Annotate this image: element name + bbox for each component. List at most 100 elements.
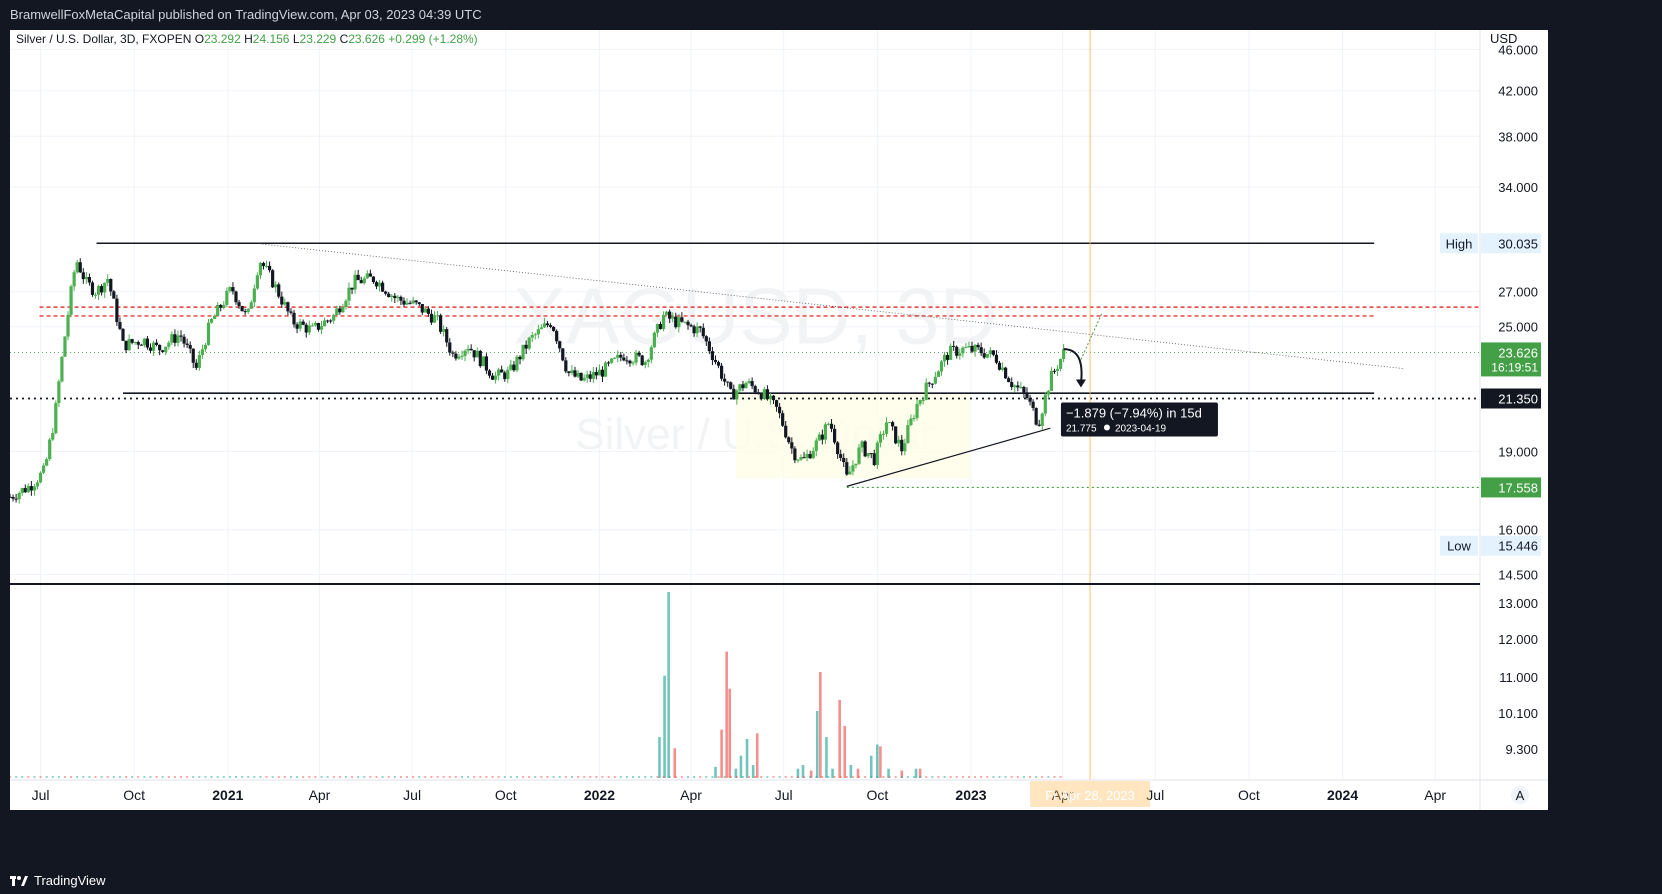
volume-bar xyxy=(522,776,525,778)
volume-bar xyxy=(491,776,494,778)
candle-body xyxy=(781,413,785,426)
candle-body xyxy=(933,376,937,384)
candle-body xyxy=(894,426,898,444)
candle-body xyxy=(796,459,800,461)
volume-bar xyxy=(693,776,696,778)
legend-o-key: O xyxy=(195,32,204,46)
candle-body xyxy=(973,344,977,352)
volume-bar xyxy=(625,776,628,778)
legend-l-value: 23.229 xyxy=(300,32,340,46)
candle-body xyxy=(90,282,95,295)
candle-body xyxy=(408,302,412,304)
candle-body xyxy=(845,462,849,475)
candle-body xyxy=(967,345,971,348)
volume-axis-label: 12.000 xyxy=(1498,632,1538,647)
candle-body xyxy=(374,282,379,287)
candle-body xyxy=(759,393,763,400)
volume-bar xyxy=(998,776,1001,778)
candle-body xyxy=(695,326,699,334)
candle-body xyxy=(964,347,968,349)
candle-body xyxy=(643,362,647,366)
volume-bar xyxy=(253,776,256,778)
x-tick-label: 2024 xyxy=(1327,787,1358,803)
volume-axis-label: 13.000 xyxy=(1498,596,1538,611)
volume-bar xyxy=(100,776,103,778)
y-tick-label: 34.000 xyxy=(1498,180,1538,195)
candle-body xyxy=(707,341,711,352)
volume-bar xyxy=(595,776,598,778)
volume-bar xyxy=(879,746,882,778)
candle-body xyxy=(429,313,434,323)
candle-body xyxy=(710,351,715,360)
candle-body xyxy=(454,353,458,359)
candle-body xyxy=(164,346,168,352)
volume-bar xyxy=(864,776,867,778)
footer-brand[interactable]: TradingView xyxy=(10,873,106,888)
candle-body xyxy=(48,439,52,460)
volume-bar xyxy=(949,776,952,778)
candle-body xyxy=(524,344,528,349)
candle-body xyxy=(1052,370,1057,372)
candle-body xyxy=(249,302,253,309)
candle-body xyxy=(1016,385,1020,388)
candle-body xyxy=(542,323,547,328)
volume-bar xyxy=(210,776,213,778)
candle-body xyxy=(84,277,88,280)
volume-bar xyxy=(815,776,818,778)
candle-body xyxy=(1055,368,1060,371)
volume-bar xyxy=(369,776,372,778)
candle-body xyxy=(555,330,559,342)
volume-bar xyxy=(658,737,661,778)
candle-body xyxy=(445,329,449,343)
candle-body xyxy=(338,308,342,313)
legend-title: Silver / U.S. Dollar, 3D, FXOPEN xyxy=(16,32,195,46)
volume-bar xyxy=(819,671,822,778)
candle-body xyxy=(558,341,562,349)
candle-body xyxy=(585,374,589,378)
candle-body xyxy=(173,334,177,343)
clock-icon xyxy=(1103,424,1110,431)
volume-bar xyxy=(192,776,195,778)
volume-bar xyxy=(241,776,244,778)
price-axis-area xyxy=(1480,30,1548,810)
candle-body xyxy=(475,350,479,358)
volume-bar xyxy=(755,733,759,778)
candle-body xyxy=(10,496,12,498)
candle-body xyxy=(387,293,391,298)
candle-body xyxy=(671,316,675,319)
volume-bar xyxy=(906,776,909,778)
candle-body xyxy=(118,322,122,329)
volume-bar xyxy=(314,776,317,778)
candle-body xyxy=(45,459,49,466)
candle-body xyxy=(81,272,85,280)
candle-body xyxy=(875,442,879,466)
volume-bar xyxy=(363,776,366,778)
candle-body xyxy=(139,344,143,346)
candle-body xyxy=(613,357,617,359)
x-tick-label: Jul xyxy=(32,787,50,803)
candle-body xyxy=(530,335,534,338)
candle-body xyxy=(805,454,809,458)
candle-body xyxy=(665,311,669,315)
candle-body xyxy=(246,308,250,312)
volume-bar xyxy=(673,748,677,778)
volume-axis-label: 11.000 xyxy=(1499,670,1538,685)
volume-bar xyxy=(1029,776,1032,778)
volume-bar xyxy=(717,776,720,778)
candle-body xyxy=(579,372,583,381)
candle-body xyxy=(344,300,348,308)
x-tick-label: Apr xyxy=(309,787,331,803)
candle-body xyxy=(23,488,27,493)
volume-bar xyxy=(338,776,341,778)
candle-body xyxy=(811,450,815,459)
candle-body xyxy=(234,291,238,303)
tradingview-logo-icon xyxy=(10,875,28,886)
volume-bar xyxy=(870,776,873,778)
candle-body xyxy=(1037,424,1041,426)
price-label-bg xyxy=(1481,388,1541,409)
volume-bar xyxy=(1035,776,1038,778)
volume-bar xyxy=(914,768,918,778)
volume-bar xyxy=(613,776,616,778)
volume-bar xyxy=(980,776,983,778)
